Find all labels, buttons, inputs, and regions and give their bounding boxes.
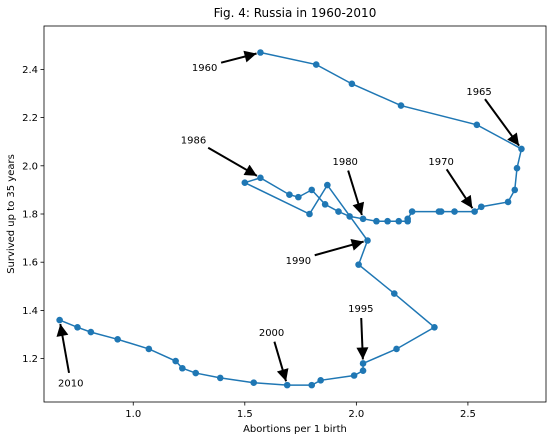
data-point [317,377,324,384]
annotation-label: 1970 [428,157,453,168]
data-point [431,323,438,331]
data-point [478,203,485,211]
data-point [250,379,258,387]
data-point [295,193,302,201]
x-tick-label: 1.0 [125,409,141,420]
data-point [373,217,380,225]
y-tick-label: 2.2 [22,113,38,124]
data-point [346,213,353,220]
data-point [87,328,95,336]
data-point [114,336,121,343]
data-point [74,323,81,331]
data-point [435,208,443,215]
data-point [518,145,525,153]
y-axis-label: Survived up to 35 years [6,154,17,274]
data-point [286,191,293,199]
data-point [395,217,403,225]
data-point [321,201,329,208]
annotation-arrow [207,146,258,177]
y-tick-label: 1.2 [22,354,38,365]
annotation-label: 2010 [58,379,83,390]
data-point [241,179,249,186]
data-point [145,345,153,353]
annotation-label: 1960 [192,63,217,74]
data-point [179,364,186,372]
y-tick-label: 1.8 [22,210,38,221]
data-point [172,357,179,365]
data-point [384,217,391,225]
data-point [359,360,367,367]
y-tick-label: 2.4 [22,65,38,76]
data-point [308,381,316,389]
data-point [308,186,316,194]
x-tick-label: 1.5 [237,409,253,420]
data-point [364,237,371,244]
data-point [348,80,356,88]
plot-area: 1960 1965 1970 1980 1986 1990 1995 2000 2010 [56,49,525,390]
chart-title: Fig. 4: Russia in 1960-2010 [214,6,377,20]
data-point [306,210,313,218]
data-point [473,121,481,129]
annotation-label: 2000 [259,328,284,339]
annotation-arrow [484,98,520,147]
data-point [216,374,224,382]
x-axis: 1.0 1.5 2.0 2.5 [125,402,476,420]
data-point [504,198,512,206]
series-line [59,51,523,386]
y-axis: 1.2 1.4 1.6 1.8 2.0 2.2 2.4 [22,65,44,365]
annotation-label: 1986 [181,135,206,146]
data-point [397,102,405,109]
y-tick-label: 2.0 [22,161,38,172]
data-point [390,290,398,297]
data-point [355,261,362,268]
data-point [335,208,342,215]
x-tick-label: 2.0 [348,409,364,420]
annotation-arrow [347,170,365,216]
x-tick-label: 2.5 [460,409,476,420]
data-point [393,345,400,353]
data-point [257,49,264,56]
y-tick-label: 1.4 [22,306,38,317]
data-point [324,181,331,189]
data-point [350,372,358,379]
data-point [283,381,291,389]
annotation-label: 1995 [348,304,373,315]
data-point [408,208,416,215]
axes-frame [43,25,547,403]
data-point [513,164,521,172]
data-point [192,369,200,377]
annotation-arrow [445,168,474,209]
data-point [471,208,478,215]
data-point [312,61,320,68]
annotation-label: 1980 [332,157,357,168]
annotation-arrow [220,50,257,64]
data-point [359,367,367,374]
annotation-arrow [356,317,369,360]
data-point [359,215,367,223]
annotation-arrow [56,323,71,374]
data-point [451,208,458,215]
data-point [56,316,63,324]
annotation-arrow [314,239,364,257]
data-point [511,186,519,194]
annotation-label: 1990 [286,256,311,267]
data-point [404,217,411,225]
annotation-arrow [273,341,289,382]
data-point [257,174,264,182]
annotation-label: 1965 [466,87,491,98]
x-axis-label: Abortions per 1 birth [243,424,347,435]
y-tick-label: 1.6 [22,258,38,269]
